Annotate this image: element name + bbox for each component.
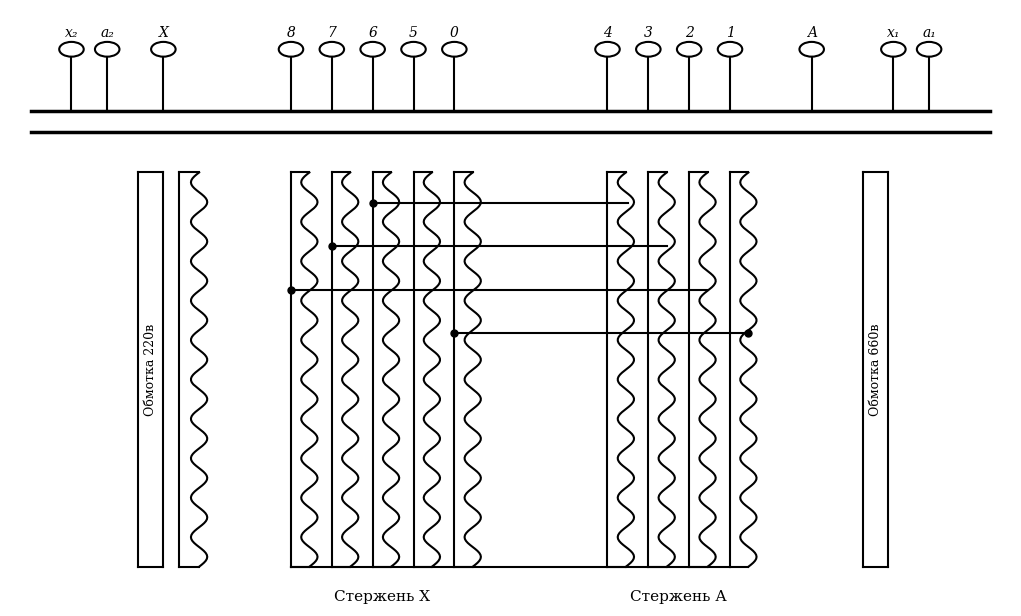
Text: 3: 3: [644, 26, 652, 40]
Text: Стержень Х: Стержень Х: [334, 590, 430, 604]
Text: 6: 6: [369, 26, 377, 40]
Text: 7: 7: [328, 26, 336, 40]
Text: Обмотка 660в: Обмотка 660в: [869, 323, 882, 416]
Text: Обмотка 220в: Обмотка 220в: [144, 323, 157, 416]
Text: 0: 0: [450, 26, 458, 40]
Text: 8: 8: [287, 26, 295, 40]
Text: 1: 1: [726, 26, 734, 40]
Text: a₁: a₁: [922, 26, 936, 40]
Text: 2: 2: [685, 26, 693, 40]
Text: x₁: x₁: [886, 26, 901, 40]
Text: Стержень А: Стержень А: [630, 590, 726, 604]
Text: 5: 5: [409, 26, 418, 40]
Text: X: X: [158, 26, 168, 40]
Text: x₂: x₂: [64, 26, 79, 40]
Text: A: A: [807, 26, 817, 40]
Text: 4: 4: [603, 26, 612, 40]
Text: a₂: a₂: [100, 26, 114, 40]
